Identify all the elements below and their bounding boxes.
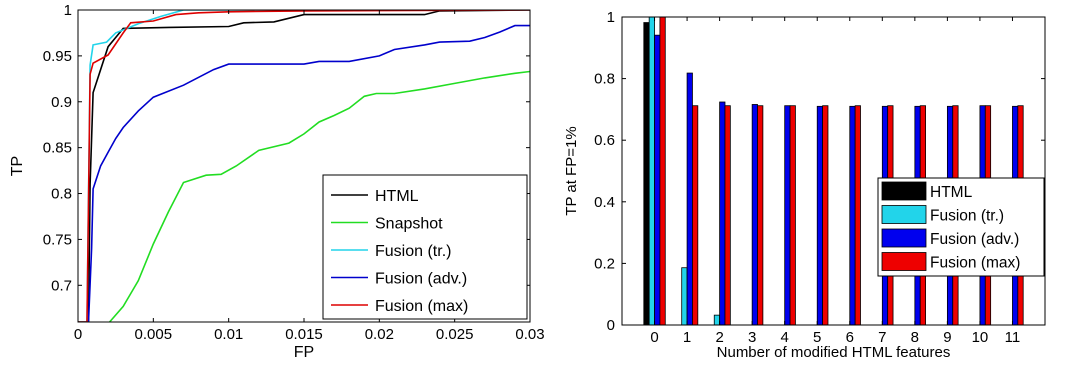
y-tick-label: 0.6 xyxy=(594,132,615,149)
x-tick-label: 7 xyxy=(878,329,886,346)
x-tick-label: 0.005 xyxy=(135,326,173,343)
bar xyxy=(686,72,693,326)
legend-1-label: Fusion (adv.) xyxy=(375,271,467,288)
y-tick-label: 0.7 xyxy=(51,277,72,294)
x-tick-label: 8 xyxy=(911,329,919,346)
x-tick-label: 0.025 xyxy=(436,326,474,343)
legend-1: HTML Snapshot Fusion (tr.) Fusion (adv.) Fus… xyxy=(322,174,528,320)
x-tick-label: 0.02 xyxy=(365,326,394,343)
legend-2-swatch xyxy=(881,181,927,201)
x-tick-label: 6 xyxy=(846,329,854,346)
bar xyxy=(713,314,721,326)
series-line-1 xyxy=(108,70,530,322)
y-axis-label: TP at FP=1% xyxy=(563,126,580,215)
y-tick-label: 0.9 xyxy=(51,94,72,111)
bar xyxy=(643,22,650,326)
bar xyxy=(849,105,856,326)
legend-2-label: Fusion (adv.) xyxy=(930,231,1019,248)
roc-chart: 0 0.005 0.01 0.015 0.02 0.025 0.03 0.7 0.75 0.8 0.… xyxy=(9,2,545,361)
bar xyxy=(724,105,731,326)
y-tick-label: 1 xyxy=(64,2,72,19)
x-tick-label: 11 xyxy=(1005,329,1021,346)
x-tick-label: 9 xyxy=(943,329,951,346)
series-line-3 xyxy=(87,24,530,322)
bar xyxy=(654,34,661,326)
legend-2-swatch xyxy=(881,252,927,271)
y-tick-label: 0 xyxy=(607,317,615,334)
x-tick-label: 1 xyxy=(683,329,691,346)
x-tick-label: 10 xyxy=(972,329,989,346)
series-line-0 xyxy=(78,10,530,322)
bar xyxy=(757,105,764,326)
bar xyxy=(751,104,758,326)
bar-chart: 0 1 2 3 4 5 6 7 8 9 10 11 0 0.2 0.4 0.6 0.8 1 Number of mo… xyxy=(563,9,1046,361)
bar xyxy=(854,105,861,326)
x-tick-label: 0 xyxy=(74,326,82,343)
legend-2: HTML Fusion (tr.) Fusion (adv.) Fusion (max… xyxy=(877,177,1045,277)
legend-1-label: HTML xyxy=(375,188,419,205)
x-tick-label: 0.015 xyxy=(285,326,323,343)
legend-1-label: Snapshot xyxy=(375,216,443,233)
plot2-frame xyxy=(621,16,1046,326)
legend-1-label: Fusion (max) xyxy=(375,298,468,315)
x-tick-label: 2 xyxy=(715,329,723,346)
bar xyxy=(659,16,666,326)
y-tick-label: 0.85 xyxy=(43,140,72,157)
bar xyxy=(719,101,726,326)
legend-2-label: HTML xyxy=(930,184,973,201)
bar xyxy=(692,105,699,326)
y-tick-label: 0.95 xyxy=(43,48,72,65)
y-tick-label: 0.75 xyxy=(43,231,72,248)
x-tick-label: 5 xyxy=(813,329,821,346)
bar xyxy=(648,16,655,326)
y-tick-label: 0.4 xyxy=(594,194,615,211)
bar xyxy=(681,267,688,326)
y-tick-label: 0.8 xyxy=(51,186,72,203)
bar xyxy=(789,105,796,326)
x-axis-label: FP xyxy=(294,344,314,361)
legend-1-box xyxy=(322,174,528,320)
legend-1-label: Fusion (tr.) xyxy=(375,243,451,260)
x-axis-label: Number of modified HTML features xyxy=(717,344,951,361)
x-tick-label: 0 xyxy=(650,329,658,346)
y-tick-label: 0.8 xyxy=(594,71,615,88)
legend-2-label: Fusion (tr.) xyxy=(930,208,1004,225)
legend-2-swatch xyxy=(881,205,927,224)
y-tick-label: 0.2 xyxy=(594,255,615,272)
x-tick-label: 4 xyxy=(781,329,789,346)
y-tick-label: 1 xyxy=(607,9,615,26)
x-tick-label: 0.03 xyxy=(515,326,544,343)
bar xyxy=(822,105,829,326)
x-tick-label: 0.01 xyxy=(214,326,243,343)
bar xyxy=(816,105,823,326)
legend-2-swatch xyxy=(881,228,927,248)
bar xyxy=(784,105,791,326)
y-axis-label: TP xyxy=(9,156,26,176)
legend-2-label: Fusion (max) xyxy=(930,255,1020,272)
x-tick-label: 3 xyxy=(748,329,756,346)
